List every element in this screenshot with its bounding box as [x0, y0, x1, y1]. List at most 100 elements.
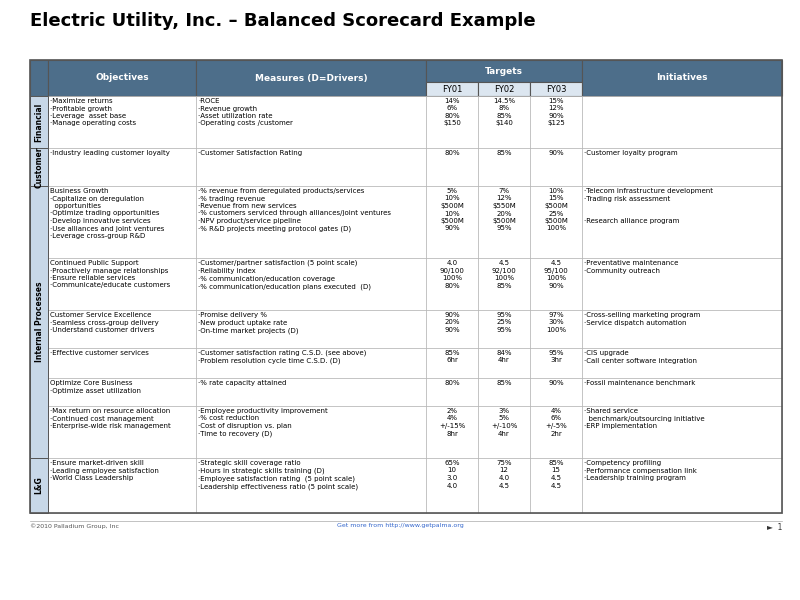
Text: ·Customer satisfaction rating C.S.D. (see above)
·Problem resolution cycle time : ·Customer satisfaction rating C.S.D. (se…	[198, 350, 366, 364]
Bar	[530, 406, 582, 458]
Text: ·Preventative maintenance
·Community outreach: ·Preventative maintenance ·Community out…	[584, 260, 678, 274]
Bar	[478, 82, 530, 96]
Text: 3%
5%
+/-10%
4hr: 3% 5% +/-10% 4hr	[491, 408, 517, 437]
Bar	[530, 378, 582, 406]
Text: ·Promise delivery %
·New product uptake rate
·On-time market projects (D): ·Promise delivery % ·New product uptake …	[198, 312, 298, 334]
Bar	[196, 186, 426, 258]
Bar	[196, 60, 426, 96]
Text: Get more from http://www.getpalma.org: Get more from http://www.getpalma.org	[337, 523, 463, 528]
Bar	[478, 148, 530, 186]
Text: ·Ensure market-driven skill
·Leading employee satisfaction
·World Class Leadersh: ·Ensure market-driven skill ·Leading emp…	[50, 460, 159, 481]
Bar	[30, 96, 48, 148]
Bar	[196, 96, 426, 148]
Bar	[530, 348, 582, 378]
Text: 7%
12%
$550M
20%
$500M
95%: 7% 12% $550M 20% $500M 95%	[492, 188, 516, 232]
Text: 85%: 85%	[496, 380, 512, 386]
Bar	[426, 258, 478, 310]
Bar	[582, 348, 782, 378]
Text: ·% revenue from deregulated products/services
·% trading revenue
·Revenue from n: ·% revenue from deregulated products/ser…	[198, 188, 391, 232]
Bar	[478, 406, 530, 458]
Bar	[582, 310, 782, 348]
Text: Objectives: Objectives	[95, 73, 149, 82]
Text: Business Growth
·Capitalize on deregulation
  opportunities
·Optimize trading op: Business Growth ·Capitalize on deregulat…	[50, 188, 164, 239]
Bar	[30, 458, 48, 513]
Bar	[48, 378, 196, 406]
Text: 14.5%
8%
85%
$140: 14.5% 8% 85% $140	[493, 98, 515, 127]
Text: 95%
3hr: 95% 3hr	[548, 350, 564, 364]
Bar	[582, 406, 782, 458]
Bar	[196, 406, 426, 458]
Text: 2%
4%
+/-15%
8hr: 2% 4% +/-15% 8hr	[439, 408, 465, 437]
Text: Financial: Financial	[34, 103, 43, 142]
Bar	[48, 96, 196, 148]
Bar	[48, 148, 196, 186]
Bar	[30, 148, 48, 186]
Text: 80%: 80%	[444, 150, 460, 156]
Bar	[196, 258, 426, 310]
Bar	[530, 148, 582, 186]
Bar	[30, 186, 48, 458]
Bar	[530, 310, 582, 348]
Text: ·Maximize returns
·Profitable growth
·Leverage  asset base
·Manage operating cos: ·Maximize returns ·Profitable growth ·Le…	[50, 98, 136, 127]
Bar	[582, 458, 782, 513]
Text: 4.5
92/100
100%
85%: 4.5 92/100 100% 85%	[492, 260, 516, 289]
Bar	[530, 458, 582, 513]
Text: Initiatives: Initiatives	[656, 73, 708, 82]
Bar	[30, 60, 782, 513]
Text: FY01: FY01	[442, 85, 462, 94]
Bar	[582, 258, 782, 310]
Text: 80%: 80%	[444, 380, 460, 386]
Text: Continued Public Support
·Proactively manage relationships
·Ensure reliable serv: Continued Public Support ·Proactively ma…	[50, 260, 170, 289]
Bar	[582, 96, 782, 148]
Text: ·Customer/partner satisfaction (5 point scale)
·Reliability index
·% communicati: ·Customer/partner satisfaction (5 point …	[198, 260, 371, 289]
Bar	[48, 406, 196, 458]
Bar	[30, 8, 782, 56]
Bar	[530, 258, 582, 310]
Bar	[426, 458, 478, 513]
Text: ·Customer loyalty program: ·Customer loyalty program	[584, 150, 678, 156]
Text: 85%: 85%	[496, 150, 512, 156]
Text: 90%
20%
90%: 90% 20% 90%	[444, 312, 460, 333]
Text: ·Telecom infrastructure development
·Trading risk assessment


·Research allianc: ·Telecom infrastructure development ·Tra…	[584, 188, 713, 224]
Bar	[530, 82, 582, 96]
Bar	[426, 186, 478, 258]
Text: ·ROCE
·Revenue growth
·Asset utilization rate
·Operating costs /customer: ·ROCE ·Revenue growth ·Asset utilization…	[198, 98, 293, 127]
Text: 95%
25%
95%: 95% 25% 95%	[496, 312, 512, 333]
Text: ©2010 Palladium Group, Inc: ©2010 Palladium Group, Inc	[30, 523, 119, 529]
Bar	[48, 348, 196, 378]
Bar	[196, 348, 426, 378]
Text: Customer: Customer	[34, 146, 43, 188]
Text: ·CIS upgrade
·Call center software integration: ·CIS upgrade ·Call center software integ…	[584, 350, 697, 364]
Text: Targets: Targets	[485, 67, 523, 76]
Text: 85%
15
4.5
4.5: 85% 15 4.5 4.5	[548, 460, 564, 488]
Bar	[478, 348, 530, 378]
Text: Measures (D=Drivers): Measures (D=Drivers)	[254, 73, 367, 82]
Bar	[478, 458, 530, 513]
Text: 10%
15%
$500M
25%
$500M
100%: 10% 15% $500M 25% $500M 100%	[544, 188, 568, 232]
Bar	[582, 60, 782, 96]
Text: ·Competency profiling
·Performance compensation link
·Leadership training progra: ·Competency profiling ·Performance compe…	[584, 460, 697, 481]
Text: 4.5
95/100
100%
90%: 4.5 95/100 100% 90%	[544, 260, 568, 289]
Bar	[426, 82, 478, 96]
Text: ·Employee productivity improvement
·% cost reduction
·Cost of disruption vs. pla: ·Employee productivity improvement ·% co…	[198, 408, 328, 437]
Bar	[48, 258, 196, 310]
Text: 90%: 90%	[548, 150, 564, 156]
Text: 97%
30%
100%: 97% 30% 100%	[546, 312, 566, 333]
Text: 5%
10%
$500M
10%
$500M
90%: 5% 10% $500M 10% $500M 90%	[440, 188, 464, 232]
Text: ►  1: ► 1	[766, 523, 782, 532]
Bar	[48, 458, 196, 513]
Bar	[426, 96, 478, 148]
Text: ·% rate capacity attained: ·% rate capacity attained	[198, 380, 286, 386]
Text: Customer Service Excellence
·Seamless cross-group delivery
·Understand customer : Customer Service Excellence ·Seamless cr…	[50, 312, 158, 333]
Text: ·Industry leading customer loyalty: ·Industry leading customer loyalty	[50, 150, 170, 156]
Bar	[582, 378, 782, 406]
Text: Internal Processes: Internal Processes	[34, 282, 43, 362]
Text: 75%
12
4.0
4.5: 75% 12 4.0 4.5	[496, 460, 512, 488]
Text: 84%
4hr: 84% 4hr	[496, 350, 512, 364]
Bar	[30, 60, 48, 96]
Bar	[426, 60, 582, 82]
Text: ·Effective customer services: ·Effective customer services	[50, 350, 149, 356]
Text: 65%
10
3.0
4.0: 65% 10 3.0 4.0	[444, 460, 460, 488]
Bar	[478, 258, 530, 310]
Bar	[530, 186, 582, 258]
